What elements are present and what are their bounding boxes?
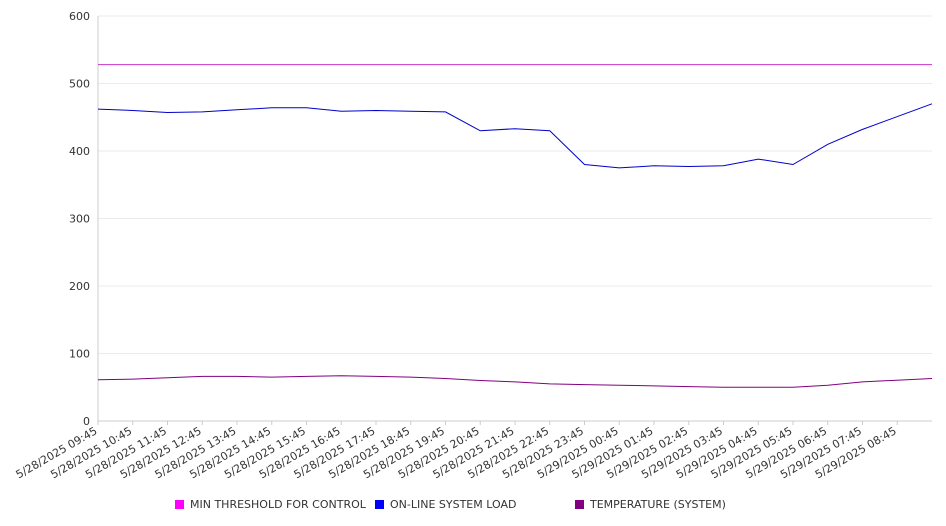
series-lines: [97, 64, 933, 388]
legend-label-system-load: ON-LINE SYSTEM LOAD: [390, 498, 517, 511]
y-tick-label: 200: [69, 280, 90, 293]
legend-swatch-min-threshold: [175, 500, 184, 509]
y-tick-label: 500: [69, 78, 90, 91]
legend-label-temperature: TEMPERATURE (SYSTEM): [590, 498, 726, 511]
series-line-temperature-system: [97, 375, 933, 388]
legend-item-min-threshold[interactable]: MIN THRESHOLD FOR CONTROL: [175, 498, 366, 511]
legend-swatch-temperature: [575, 500, 584, 509]
y-tick-label: 100: [69, 348, 90, 361]
y-tick-label: 0: [83, 415, 90, 428]
legend: MIN THRESHOLD FOR CONTROL ON-LINE SYSTEM…: [0, 498, 946, 514]
gridlines: [98, 15, 932, 422]
y-tick-label: 300: [69, 213, 90, 226]
legend-label-min-threshold: MIN THRESHOLD FOR CONTROL: [190, 498, 366, 511]
y-tick-label: 600: [69, 10, 90, 23]
series-line-on-line-system-load: [97, 103, 933, 169]
legend-item-system-load[interactable]: ON-LINE SYSTEM LOAD: [375, 498, 516, 511]
legend-swatch-system-load: [375, 500, 384, 509]
y-tick-label: 400: [69, 145, 90, 158]
y-axis-ticks: 0 100 200 300 400 500 600: [69, 10, 90, 428]
legend-item-temperature[interactable]: TEMPERATURE (SYSTEM): [575, 498, 726, 511]
x-axis-ticks: 5/28/2025 09:455/28/2025 10:455/28/2025 …: [14, 421, 899, 481]
